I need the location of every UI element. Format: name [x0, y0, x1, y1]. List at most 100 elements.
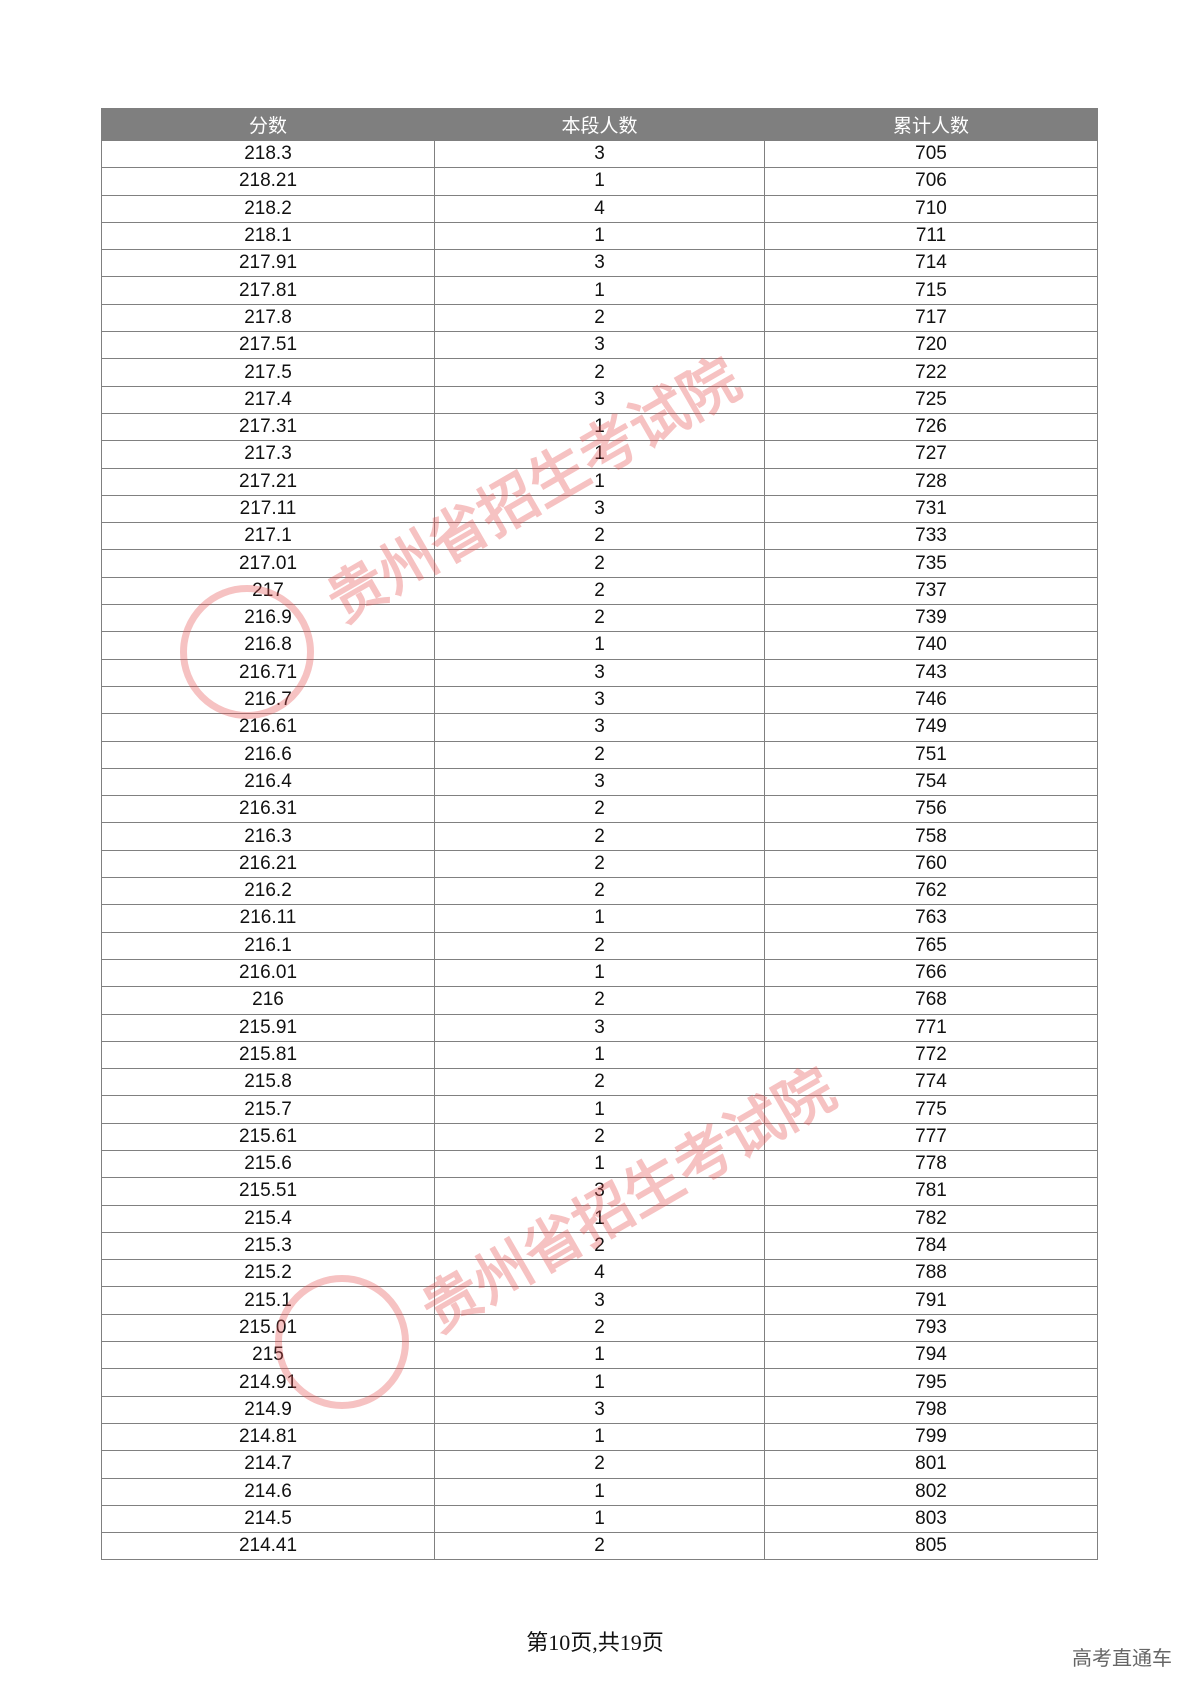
cell-cumulative-count: 781 — [764, 1177, 1098, 1206]
cell-segment-count: 2 — [434, 849, 765, 879]
table-row: 216.8 1 740 — [101, 631, 1098, 660]
cell-score: 214.91 — [101, 1368, 435, 1397]
cell-cumulative-count: 788 — [764, 1259, 1098, 1288]
table-row: 216.4 3 754 — [101, 767, 1098, 797]
cell-score: 216.61 — [101, 713, 435, 742]
cell-segment-count: 1 — [434, 1204, 765, 1233]
cell-segment-count: 4 — [434, 1259, 765, 1288]
table-row: 216.71 3 743 — [101, 658, 1098, 687]
cell-score: 216.6 — [101, 740, 435, 769]
cell-segment-count: 2 — [434, 604, 765, 633]
table-row: 215.4 1 782 — [101, 1204, 1098, 1233]
cell-segment-count: 1 — [434, 1504, 765, 1534]
cell-cumulative-count: 720 — [764, 331, 1098, 360]
table-row: 216 2 768 — [101, 986, 1098, 1015]
cell-cumulative-count: 778 — [764, 1149, 1098, 1179]
cell-cumulative-count: 740 — [764, 631, 1098, 660]
cell-segment-count: 1 — [434, 904, 765, 933]
cell-score: 215.3 — [101, 1231, 435, 1261]
cell-cumulative-count: 743 — [764, 658, 1098, 687]
cell-cumulative-count: 739 — [764, 604, 1098, 633]
table-row: 217 2 737 — [101, 576, 1098, 606]
cell-segment-count: 4 — [434, 194, 765, 223]
cell-cumulative-count: 758 — [764, 822, 1098, 851]
table-row: 215.81 1 772 — [101, 1040, 1098, 1070]
table-row: 214.41 2 805 — [101, 1532, 1098, 1561]
cell-segment-count: 1 — [434, 1149, 765, 1179]
table-row: 217.21 1 728 — [101, 467, 1098, 496]
cell-segment-count: 2 — [434, 740, 765, 769]
cell-cumulative-count: 727 — [764, 440, 1098, 469]
cell-segment-count: 1 — [434, 1341, 765, 1370]
cell-cumulative-count: 771 — [764, 1013, 1098, 1042]
table-row: 215.1 3 791 — [101, 1286, 1098, 1315]
cell-segment-count: 2 — [434, 522, 765, 551]
table-row: 215.8 2 774 — [101, 1068, 1098, 1097]
cell-score: 215.51 — [101, 1177, 435, 1206]
cell-segment-count: 3 — [434, 249, 765, 278]
cell-segment-count: 3 — [434, 713, 765, 742]
table-row: 215.7 1 775 — [101, 1095, 1098, 1124]
table-row: 215.6 1 778 — [101, 1149, 1098, 1179]
cell-score: 216.4 — [101, 767, 435, 797]
table-row: 215.51 3 781 — [101, 1177, 1098, 1206]
cell-segment-count: 1 — [434, 276, 765, 305]
cell-score: 214.7 — [101, 1450, 435, 1479]
table-row: 216.31 2 756 — [101, 795, 1098, 824]
cell-score: 215.91 — [101, 1013, 435, 1042]
cell-cumulative-count: 731 — [764, 494, 1098, 524]
cell-score: 214.9 — [101, 1395, 435, 1424]
cell-cumulative-count: 722 — [764, 358, 1098, 387]
cell-cumulative-count: 754 — [764, 767, 1098, 797]
cell-cumulative-count: 805 — [764, 1532, 1098, 1561]
cell-segment-count: 1 — [434, 958, 765, 988]
cell-cumulative-count: 768 — [764, 986, 1098, 1015]
table-row: 216.61 3 749 — [101, 713, 1098, 742]
cell-score: 215.1 — [101, 1286, 435, 1315]
cell-score: 214.41 — [101, 1532, 435, 1561]
table-row: 218.3 3 705 — [101, 139, 1098, 169]
cell-cumulative-count: 793 — [764, 1313, 1098, 1343]
cell-segment-count: 2 — [434, 1532, 765, 1561]
cell-cumulative-count: 710 — [764, 194, 1098, 223]
cell-cumulative-count: 733 — [764, 522, 1098, 551]
table-row: 214.81 1 799 — [101, 1422, 1098, 1452]
table-row: 216.2 2 762 — [101, 877, 1098, 906]
table-row: 217.01 2 735 — [101, 549, 1098, 578]
cell-score: 216.11 — [101, 904, 435, 933]
cell-cumulative-count: 795 — [764, 1368, 1098, 1397]
cell-score: 216.71 — [101, 658, 435, 687]
table-row: 218.2 4 710 — [101, 194, 1098, 223]
table-row: 216.9 2 739 — [101, 604, 1098, 633]
cell-segment-count: 3 — [434, 494, 765, 524]
cell-cumulative-count: 725 — [764, 385, 1098, 414]
cell-segment-count: 2 — [434, 358, 765, 387]
cell-score: 215.8 — [101, 1068, 435, 1097]
cell-score: 217.11 — [101, 494, 435, 524]
cell-cumulative-count: 766 — [764, 958, 1098, 988]
cell-score: 216.1 — [101, 931, 435, 960]
cell-score: 217.3 — [101, 440, 435, 469]
table-row: 216.6 2 751 — [101, 740, 1098, 769]
table-row: 216.11 1 763 — [101, 904, 1098, 933]
cell-cumulative-count: 763 — [764, 904, 1098, 933]
cell-score: 215.7 — [101, 1095, 435, 1124]
cell-score: 216.21 — [101, 849, 435, 879]
table-row: 215.61 2 777 — [101, 1122, 1098, 1151]
cell-score: 218.1 — [101, 221, 435, 251]
cell-score: 216.3 — [101, 822, 435, 851]
cell-cumulative-count: 735 — [764, 549, 1098, 578]
cell-segment-count: 1 — [434, 221, 765, 251]
table-row: 218.21 1 706 — [101, 167, 1098, 196]
cell-segment-count: 2 — [434, 1313, 765, 1343]
table-row: 215 1 794 — [101, 1341, 1098, 1370]
cell-segment-count: 2 — [434, 303, 765, 333]
cell-segment-count: 2 — [434, 1231, 765, 1261]
cell-score: 216.7 — [101, 685, 435, 715]
cell-segment-count: 1 — [434, 1368, 765, 1397]
cell-cumulative-count: 714 — [764, 249, 1098, 278]
cell-cumulative-count: 784 — [764, 1231, 1098, 1261]
table-row: 214.6 1 802 — [101, 1477, 1098, 1506]
cell-segment-count: 2 — [434, 822, 765, 851]
cell-score: 217 — [101, 576, 435, 606]
